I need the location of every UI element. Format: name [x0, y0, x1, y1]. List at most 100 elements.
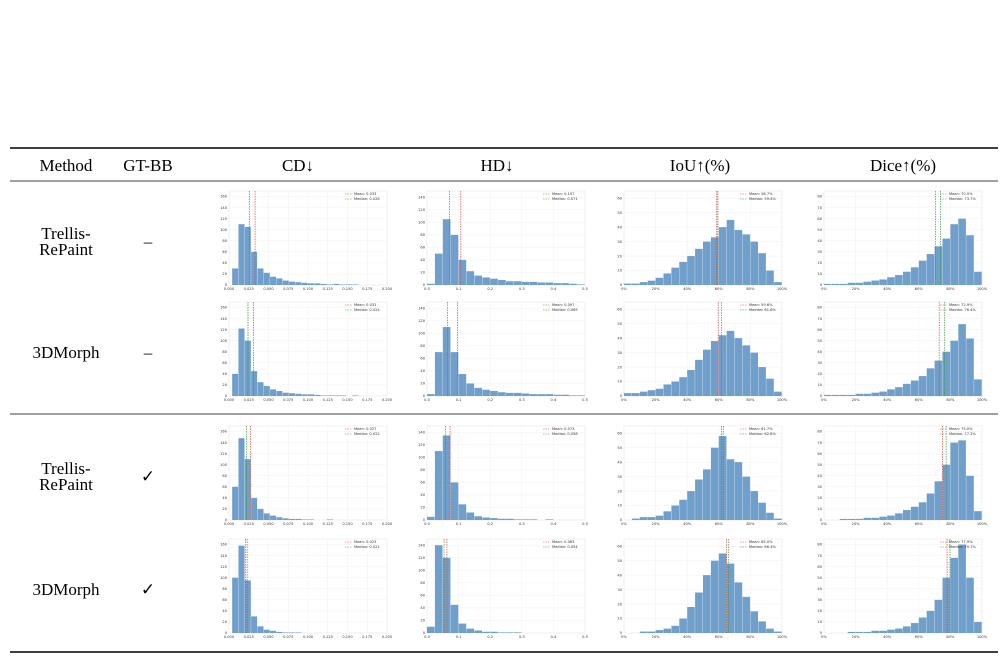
histogram-bar: [577, 395, 585, 396]
histogram-bar: [427, 516, 435, 520]
x-tick-label: 0.125: [323, 635, 333, 639]
histogram-bar: [703, 241, 711, 285]
histogram-bar: [655, 630, 664, 633]
histogram-bar: [926, 493, 935, 520]
histogram-bar: [750, 491, 758, 520]
histogram-bar: [427, 626, 435, 633]
histogram-bar: [831, 394, 840, 396]
histogram-bar: [663, 511, 672, 520]
histogram-bar: [871, 392, 879, 396]
histogram-bar: [490, 390, 498, 396]
histogram-bar: [726, 330, 735, 396]
y-tick-label: 100: [418, 456, 426, 460]
histogram-bar: [863, 631, 872, 633]
x-tick-label: 0.000: [224, 522, 235, 526]
x-tick-label: 0.150: [342, 398, 353, 402]
histogram-bar: [766, 628, 774, 633]
histogram-bar: [966, 235, 974, 285]
histogram-bar: [718, 227, 727, 285]
x-tick-label: 0.2: [487, 635, 493, 639]
legend-label: Mean: 58.7%: [749, 192, 773, 196]
y-tick-label: 100: [220, 576, 228, 580]
histogram-bar: [282, 632, 289, 633]
histogram-bar: [569, 395, 577, 396]
gt-bb: –: [143, 343, 153, 362]
x-tick-label: 0.3: [519, 398, 525, 402]
x-tick-label: 80%: [946, 522, 955, 526]
histogram-bar: [513, 632, 522, 633]
y-tick-label: 0: [620, 394, 623, 398]
histogram-bar: [270, 515, 277, 520]
y-tick-label: 120: [418, 319, 426, 323]
histogram-bar: [758, 367, 766, 396]
x-tick-label: 20%: [652, 398, 661, 402]
x-tick-label: 0.1: [456, 287, 462, 291]
y-tick-label: 0: [620, 518, 623, 522]
histogram-bar: [687, 606, 695, 633]
histogram-bar: [774, 631, 782, 633]
x-tick-label: 40%: [683, 398, 692, 402]
histogram-bar: [871, 517, 879, 520]
legend-label: Median: 0.024: [354, 308, 380, 312]
histogram-bar: [766, 270, 774, 285]
x-tick-label: 0.3: [519, 522, 525, 526]
histogram-bar: [824, 283, 832, 285]
histogram-bar: [663, 628, 672, 633]
histogram-bar: [482, 631, 490, 633]
histogram-bar: [537, 394, 546, 396]
y-tick-label: 40: [222, 372, 227, 376]
histogram-bar: [703, 575, 711, 633]
histogram-bar: [458, 259, 467, 285]
histogram-bar: [289, 393, 296, 396]
x-tick-label: 0.100: [303, 398, 314, 402]
histogram-bar: [934, 599, 943, 633]
y-tick-label: 100: [418, 569, 426, 573]
method-name: 3DMorph: [32, 580, 100, 599]
histogram-bar: [839, 518, 848, 520]
y-tick-label: 20: [420, 619, 425, 623]
histogram-bar: [458, 374, 467, 396]
histogram-bar: [734, 338, 743, 396]
x-tick-label: 0.1: [456, 522, 462, 526]
histogram-bar: [758, 621, 766, 633]
column-header: IoU↑(%): [670, 156, 730, 175]
histogram-bar: [458, 623, 467, 633]
method-name: RePaint: [39, 240, 93, 259]
histogram-bar: [918, 617, 927, 633]
histogram-bar: [314, 394, 321, 396]
histogram-bar: [270, 630, 277, 633]
x-tick-label: 0.075: [283, 398, 293, 402]
histogram-bar: [950, 442, 958, 520]
histogram-bar: [647, 631, 656, 633]
legend-label: Median: 0.026: [354, 197, 380, 201]
histogram-bar: [257, 268, 264, 285]
x-tick-label: 100%: [977, 635, 988, 639]
histogram-bar: [474, 387, 482, 396]
histogram-bar: [450, 234, 459, 285]
histogram-bar: [232, 268, 239, 285]
x-tick-label: 80%: [946, 287, 955, 291]
y-tick-label: 20: [817, 609, 822, 613]
histogram-bar: [561, 283, 569, 285]
histogram-bar: [320, 395, 327, 396]
histogram-bar: [276, 517, 283, 520]
histogram-bar: [427, 394, 435, 396]
histogram-bar: [257, 382, 264, 396]
histogram-bar: [910, 506, 919, 520]
legend-label: Median: 61.6%: [749, 308, 776, 312]
x-tick-label: 80%: [746, 522, 755, 526]
x-tick-label: 0.050: [263, 287, 274, 291]
histogram-bar: [482, 277, 490, 285]
y-tick-label: 20: [817, 372, 822, 376]
y-tick-label: 40: [617, 460, 622, 464]
histogram-bar: [695, 359, 703, 396]
histogram-bar: [263, 272, 270, 285]
histogram-bar: [679, 618, 687, 633]
histogram-bar: [513, 281, 522, 285]
y-tick-label: 140: [220, 317, 228, 321]
y-tick-label: 30: [817, 598, 822, 602]
histogram-bar: [910, 380, 919, 396]
x-tick-label: 0.075: [283, 522, 293, 526]
y-tick-label: 70: [817, 206, 822, 210]
